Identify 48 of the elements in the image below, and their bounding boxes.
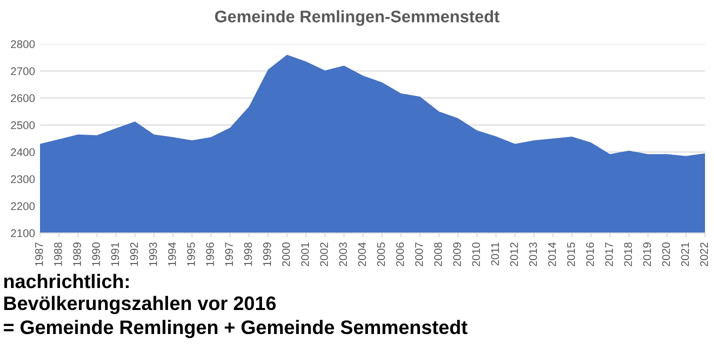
x-tick-label: 2000	[282, 242, 290, 266]
y-tick-label: 2300	[10, 175, 35, 184]
x-tick-label: 2014	[548, 242, 556, 266]
x-tick-label: 2003	[339, 242, 347, 266]
x-tick-label: 2010	[472, 242, 480, 266]
x-tick-label: 2012	[510, 242, 518, 266]
x-tick-label: 1994	[168, 242, 176, 266]
x-tick-label: 2020	[662, 242, 670, 266]
x-tick-label: 2001	[301, 242, 309, 266]
x-tick-label: 1989	[73, 242, 81, 266]
x-tick-label: 2006	[396, 242, 404, 266]
x-tick-label: 2022	[700, 242, 708, 266]
x-tick-label: 2007	[415, 242, 423, 266]
x-tick-label: 2017	[605, 242, 613, 266]
y-tick-label: 2700	[10, 67, 35, 76]
x-tick-label: 2019	[643, 242, 651, 266]
x-tick-label: 1993	[149, 242, 157, 266]
x-tick-label: 1997	[225, 242, 233, 266]
x-tick-label: 2008	[434, 242, 442, 266]
x-tick-label: 1995	[187, 242, 195, 266]
text: = Gemeinde Remlingen + Gemeinde Semmenstedt	[4, 320, 468, 338]
x-tick-label: 2021	[681, 242, 689, 266]
x-tick-label: 1996	[206, 242, 214, 266]
x-tick-label: 2005	[377, 242, 385, 266]
x-tick-label: 2016	[586, 242, 594, 266]
x-tick-label: 2015	[567, 242, 575, 266]
y-tick-label: 2800	[10, 40, 35, 48]
x-tick-label: 1991	[111, 242, 119, 266]
x-tick-label: 1998	[244, 242, 252, 266]
x-tick-label: 2013	[529, 242, 537, 266]
x-tick-label: 2002	[320, 242, 328, 266]
y-tick-label: 2100	[10, 229, 35, 238]
x-tick-label: 2009	[453, 242, 461, 266]
y-tick-label: 2400	[10, 148, 35, 156]
x-tick-label: 1988	[54, 242, 62, 266]
chart-title: Gemeinde Remlingen-Semmenstedt	[215, 10, 500, 26]
y-tick-label: 2600	[10, 94, 35, 102]
y-tick-label: 2500	[10, 121, 35, 130]
y-tick-label: 2200	[10, 202, 35, 210]
x-tick-label: 2018	[624, 242, 632, 266]
x-tick-label: 1987	[35, 242, 43, 266]
x-tick-label: 1990	[92, 242, 100, 266]
text: Bevölkerungszahlen vor 2016	[4, 296, 276, 314]
x-tick-label: 1992	[130, 242, 138, 266]
x-tick-label: 1999	[263, 242, 271, 266]
x-tick-label: 2004	[358, 242, 366, 266]
text: nachrichtlich:	[4, 274, 129, 288]
x-tick-label: 2011	[491, 242, 499, 266]
